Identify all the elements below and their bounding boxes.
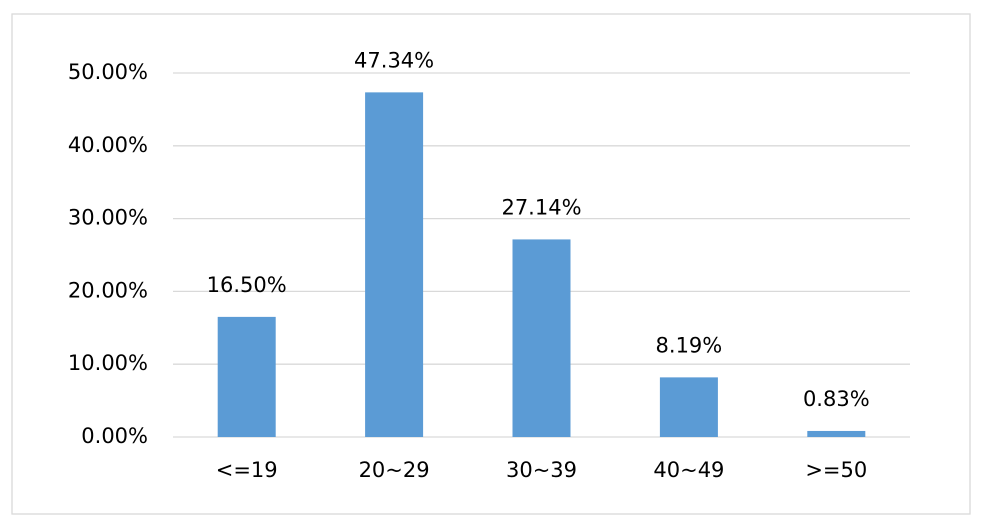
bar	[512, 239, 571, 437]
data-label: 47.34%	[354, 48, 434, 72]
y-tick-label: 30.00%	[68, 206, 148, 230]
y-tick-label: 20.00%	[68, 278, 148, 302]
y-tick-label: 40.00%	[68, 133, 148, 157]
data-label: 8.19%	[656, 333, 723, 357]
y-tick-label: 0.00%	[81, 424, 148, 448]
data-label: 0.83%	[803, 387, 870, 411]
x-tick-label: <=19	[216, 458, 278, 482]
x-tick-label: 30~39	[506, 458, 577, 482]
x-tick-label: 20~29	[359, 458, 430, 482]
chart-border	[11, 13, 971, 515]
bar	[659, 377, 718, 437]
x-tick-label: >=50	[805, 458, 867, 482]
y-tick-label: 50.00%	[68, 60, 148, 84]
y-tick-label: 10.00%	[68, 351, 148, 375]
x-tick-label: 40~49	[653, 458, 724, 482]
data-label: 27.14%	[501, 195, 581, 219]
bar	[365, 92, 424, 437]
bar	[217, 316, 276, 437]
bar	[807, 430, 866, 437]
data-label: 16.50%	[207, 273, 287, 297]
